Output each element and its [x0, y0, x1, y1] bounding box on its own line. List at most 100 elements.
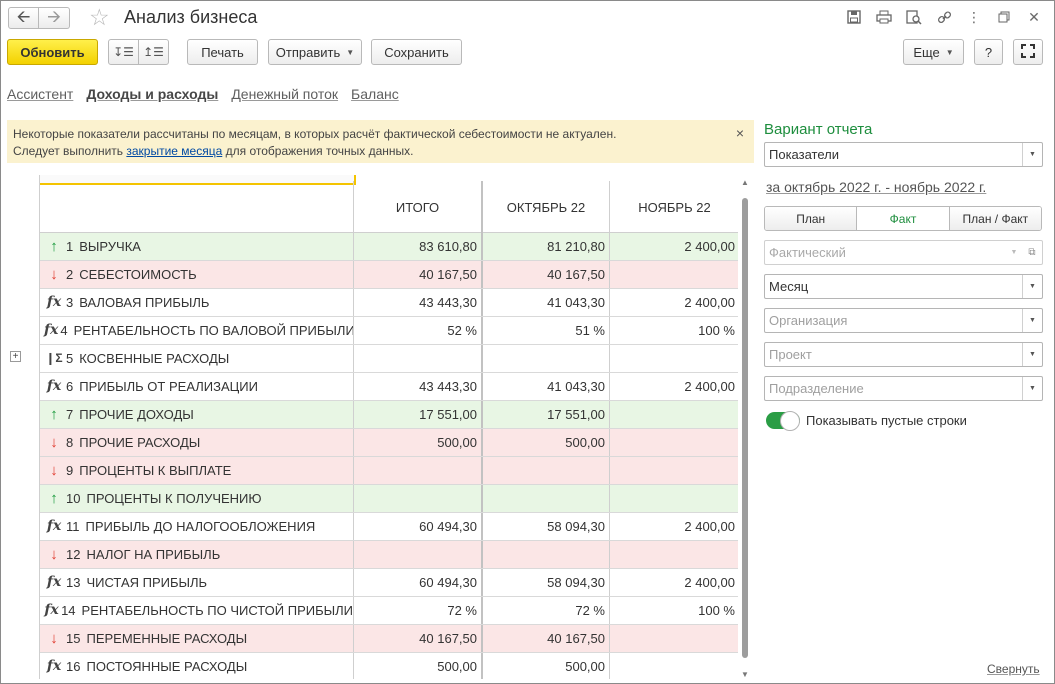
value-cell[interactable] — [353, 485, 481, 512]
value-cell[interactable] — [481, 541, 609, 568]
value-cell[interactable] — [353, 345, 481, 372]
mode-plan[interactable]: План — [765, 207, 857, 230]
tab-cash-flow[interactable]: Денежный поток — [231, 86, 339, 102]
value-cell[interactable] — [609, 401, 738, 428]
value-cell[interactable]: 500,00 — [353, 429, 481, 456]
report-variant-select[interactable]: Показатели ▼ — [764, 142, 1043, 167]
value-cell[interactable]: 2 400,00 — [609, 513, 738, 540]
scrollbar-thumb[interactable] — [742, 198, 748, 658]
column-header-total[interactable]: ИТОГО — [353, 181, 481, 233]
expand-group-icon[interactable]: + — [10, 351, 21, 362]
value-cell[interactable]: 500,00 — [481, 429, 609, 456]
value-cell[interactable]: 60 494,30 — [353, 513, 481, 540]
value-cell[interactable]: 43 443,30 — [353, 373, 481, 400]
tab-income-expenses[interactable]: Доходы и расходы — [86, 86, 219, 102]
sort-descending-button[interactable]: ↧☰ — [108, 39, 139, 65]
value-cell[interactable]: 17 551,00 — [353, 401, 481, 428]
value-cell[interactable]: 58 094,30 — [481, 569, 609, 596]
save-disk-icon[interactable] — [845, 9, 863, 25]
mode-fact[interactable]: Факт — [856, 207, 949, 230]
close-icon[interactable]: × — [735, 125, 744, 141]
restore-window-icon[interactable] — [995, 9, 1013, 25]
row-name-cell[interactable]: fx 14 РЕНТАБЕЛЬНОСТЬ ПО ЧИСТОЙ ПРИБЫЛИ — [40, 597, 353, 624]
value-cell[interactable] — [609, 345, 738, 372]
row-name-cell[interactable]: ↓ 2 СЕБЕСТОИМОСТЬ — [40, 261, 353, 288]
table-scrollbar[interactable]: ▲ ▼ — [741, 178, 749, 679]
value-cell[interactable]: 17 551,00 — [481, 401, 609, 428]
value-cell[interactable]: 51 % — [481, 317, 609, 344]
more-button[interactable]: Еще ▼ — [903, 39, 964, 65]
mode-plan-fact[interactable]: План / Факт — [948, 207, 1041, 230]
value-cell[interactable]: 500,00 — [353, 653, 481, 679]
value-cell[interactable]: 60 494,30 — [353, 569, 481, 596]
row-name-cell[interactable]: ↓ 8 ПРОЧИЕ РАСХОДЫ — [40, 429, 353, 456]
table-row[interactable]: ↑ 10 ПРОЦЕНТЫ К ПОЛУЧЕНИЮ — [40, 485, 738, 513]
forward-button[interactable]: 🡪 — [39, 7, 70, 29]
chevron-down-icon[interactable]: ▼ — [1022, 143, 1042, 166]
table-row[interactable]: ↑ 1 ВЫРУЧКА 83 610,80 81 210,80 2 400,00 — [40, 233, 738, 261]
row-name-cell[interactable]: fx 3 ВАЛОВАЯ ПРИБЫЛЬ — [40, 289, 353, 316]
month-closing-link[interactable]: закрытие месяца — [126, 144, 223, 158]
value-cell[interactable] — [353, 541, 481, 568]
value-cell[interactable]: 72 % — [353, 597, 481, 624]
link-icon[interactable] — [935, 9, 953, 25]
row-name-cell[interactable]: fx 11 ПРИБЫЛЬ ДО НАЛОГООБЛОЖЕНИЯ — [40, 513, 353, 540]
table-row[interactable]: ↓ 2 СЕБЕСТОИМОСТЬ 40 167,50 40 167,50 — [40, 261, 738, 289]
value-cell[interactable]: 40 167,50 — [353, 625, 481, 652]
help-button[interactable]: ? — [974, 39, 1003, 65]
table-row[interactable]: ↓ 15 ПЕРЕМЕННЫЕ РАСХОДЫ 40 167,50 40 167,50 — [40, 625, 738, 653]
period-link[interactable]: за октябрь 2022 г. - ноябрь 2022 г. — [766, 179, 987, 195]
value-cell[interactable]: 100 % — [609, 597, 738, 624]
row-name-cell[interactable]: ↑ 10 ПРОЦЕНТЫ К ПОЛУЧЕНИЮ — [40, 485, 353, 512]
table-row[interactable]: fx 16 ПОСТОЯННЫЕ РАСХОДЫ 500,00 500,00 — [40, 653, 738, 679]
printer-icon[interactable] — [875, 9, 893, 25]
value-cell[interactable] — [609, 541, 738, 568]
sort-ascending-button[interactable]: ↥☰ — [138, 39, 169, 65]
value-cell[interactable] — [609, 457, 738, 484]
value-cell[interactable]: 40 167,50 — [353, 261, 481, 288]
value-cell[interactable]: 58 094,30 — [481, 513, 609, 540]
value-cell[interactable]: 2 400,00 — [609, 569, 738, 596]
value-cell[interactable]: 100 % — [609, 317, 738, 344]
value-cell[interactable]: 52 % — [353, 317, 481, 344]
value-cell[interactable] — [609, 485, 738, 512]
value-cell[interactable]: 40 167,50 — [481, 625, 609, 652]
value-cell[interactable] — [353, 457, 481, 484]
table-row[interactable]: ↓ 9 ПРОЦЕНТЫ К ВЫПЛАТЕ — [40, 457, 738, 485]
value-cell[interactable]: 41 043,30 — [481, 289, 609, 316]
project-select[interactable]: Проект ▼ — [764, 342, 1043, 367]
table-row[interactable]: ↓ 12 НАЛОГ НА ПРИБЫЛЬ — [40, 541, 738, 569]
value-cell[interactable] — [481, 485, 609, 512]
value-cell[interactable] — [609, 625, 738, 652]
value-cell[interactable]: 72 % — [481, 597, 609, 624]
scroll-up-icon[interactable]: ▲ — [741, 178, 749, 187]
value-cell[interactable]: 41 043,30 — [481, 373, 609, 400]
value-cell[interactable] — [481, 345, 609, 372]
row-name-cell[interactable]: fx 16 ПОСТОЯННЫЕ РАСХОДЫ — [40, 653, 353, 679]
close-icon[interactable]: ✕ — [1028, 8, 1040, 25]
column-header-november[interactable]: НОЯБРЬ 22 — [609, 181, 738, 233]
send-button[interactable]: Отправить ▼ — [268, 39, 362, 65]
refresh-button[interactable]: Обновить — [7, 39, 98, 65]
table-row[interactable]: fx 4 РЕНТАБЕЛЬНОСТЬ ПО ВАЛОВОЙ ПРИБЫЛИ 52 %… — [40, 317, 738, 345]
tab-assistant[interactable]: Ассистент — [7, 86, 74, 102]
table-row[interactable]: ↑ 7 ПРОЧИЕ ДОХОДЫ 17 551,00 17 551,00 — [40, 401, 738, 429]
value-cell[interactable] — [609, 261, 738, 288]
save-button[interactable]: Сохранить — [371, 39, 462, 65]
table-row[interactable]: fx 11 ПРИБЫЛЬ ДО НАЛОГООБЛОЖЕНИЯ 60 494,30 5… — [40, 513, 738, 541]
show-empty-rows-toggle[interactable] — [766, 411, 800, 431]
table-row[interactable]: ↓ 8 ПРОЧИЕ РАСХОДЫ 500,00 500,00 — [40, 429, 738, 457]
chevron-down-icon[interactable]: ▼ — [1022, 343, 1042, 366]
star-icon[interactable]: ☆ — [89, 4, 110, 30]
open-link-icon[interactable]: ⧉ — [1028, 247, 1036, 258]
row-name-cell[interactable]: ↓ 12 НАЛОГ НА ПРИБЫЛЬ — [40, 541, 353, 568]
value-cell[interactable]: 81 210,80 — [481, 233, 609, 260]
row-name-cell[interactable]: ↑ 1 ВЫРУЧКА — [40, 233, 353, 260]
periodicity-select[interactable]: Месяц ▼ — [764, 274, 1043, 299]
value-cell[interactable] — [481, 457, 609, 484]
value-cell[interactable]: 83 610,80 — [353, 233, 481, 260]
value-cell[interactable]: 43 443,30 — [353, 289, 481, 316]
row-name-cell[interactable]: fx 6 ПРИБЫЛЬ ОТ РЕАЛИЗАЦИИ — [40, 373, 353, 400]
row-name-cell[interactable]: fx 4 РЕНТАБЕЛЬНОСТЬ ПО ВАЛОВОЙ ПРИБЫЛИ — [40, 317, 353, 344]
row-name-cell[interactable]: ↑ 7 ПРОЧИЕ ДОХОДЫ — [40, 401, 353, 428]
